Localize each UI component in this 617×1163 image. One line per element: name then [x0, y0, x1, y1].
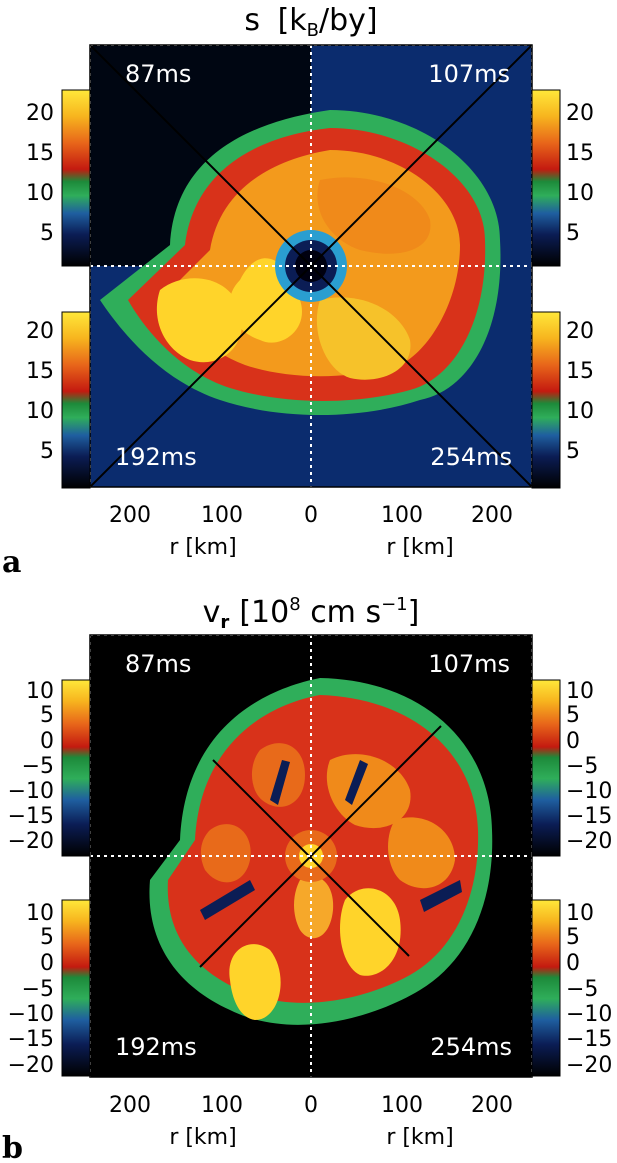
- colorbar-b-top-right: 10 5 0 −5 −10 −15 −20: [531, 679, 612, 857]
- time-label-192ms: 192ms: [115, 443, 197, 471]
- svg-text:15: 15: [566, 359, 594, 384]
- panel-b-image: [90, 635, 532, 1077]
- panel-a: s [kB/by] 87ms: [2, 3, 594, 580]
- svg-text:−15: −15: [8, 804, 54, 829]
- panel-label-a: a: [2, 545, 21, 580]
- time-label-107ms: 107ms: [428, 60, 510, 88]
- svg-text:200: 200: [471, 1093, 513, 1118]
- time-label-87ms: 87ms: [125, 60, 191, 88]
- colorbar-b-bottom-right: 10 5 0 −5 −10 −15 −20: [531, 899, 612, 1078]
- svg-text:10: 10: [566, 901, 594, 926]
- svg-text:10: 10: [26, 679, 54, 704]
- svg-text:5: 5: [566, 925, 580, 950]
- svg-text:0: 0: [40, 729, 54, 754]
- time-label-254ms: 254ms: [430, 443, 512, 471]
- svg-text:10: 10: [26, 181, 54, 206]
- panel-a-title: s [kB/by]: [244, 3, 377, 41]
- panel-b: vr [108 cm s−1]: [2, 594, 612, 1163]
- svg-text:10: 10: [26, 399, 54, 424]
- svg-text:5: 5: [566, 703, 580, 728]
- x-label-left-b: r [km]: [169, 1125, 236, 1150]
- svg-text:100: 100: [201, 503, 243, 528]
- svg-text:−20: −20: [566, 829, 612, 854]
- colorbar-a-top-right: 20 15 10 5: [531, 89, 594, 267]
- time-label-254ms-b: 254ms: [430, 1033, 512, 1061]
- svg-text:−10: −10: [8, 779, 54, 804]
- svg-text:100: 100: [381, 503, 423, 528]
- svg-text:5: 5: [40, 703, 54, 728]
- svg-text:−10: −10: [8, 1002, 54, 1027]
- svg-text:0: 0: [40, 951, 54, 976]
- svg-text:10: 10: [26, 901, 54, 926]
- svg-text:0: 0: [566, 951, 580, 976]
- colorbar-b-top-left: 10 5 0 −5 −10 −15 −20: [8, 679, 91, 857]
- svg-text:−5: −5: [22, 977, 54, 1002]
- svg-text:15: 15: [26, 359, 54, 384]
- x-label-left: r [km]: [169, 535, 236, 560]
- x-axis-a: 200 100 0 100 200 r [km] r [km]: [109, 503, 513, 560]
- panel-a-image: [90, 45, 532, 487]
- svg-text:0: 0: [304, 503, 318, 528]
- svg-text:200: 200: [109, 1093, 151, 1118]
- svg-text:200: 200: [471, 503, 513, 528]
- time-label-87ms-b: 87ms: [125, 650, 191, 678]
- svg-text:100: 100: [201, 1093, 243, 1118]
- colorbar-a-bottom-right: 20 15 10 5: [531, 311, 594, 489]
- svg-text:5: 5: [566, 221, 580, 246]
- svg-text:−5: −5: [566, 754, 598, 779]
- panel-b-title: vr [108 cm s−1]: [203, 594, 420, 633]
- svg-text:−15: −15: [8, 1027, 54, 1052]
- svg-text:20: 20: [26, 101, 54, 126]
- svg-text:10: 10: [566, 679, 594, 704]
- svg-text:10: 10: [566, 399, 594, 424]
- svg-text:−20: −20: [8, 1053, 54, 1078]
- x-label-right-b: r [km]: [386, 1125, 453, 1150]
- svg-text:15: 15: [26, 141, 54, 166]
- x-label-right: r [km]: [386, 535, 453, 560]
- svg-text:10: 10: [566, 181, 594, 206]
- svg-text:−20: −20: [8, 829, 54, 854]
- svg-text:−5: −5: [566, 977, 598, 1002]
- svg-text:0: 0: [304, 1093, 318, 1118]
- colorbar-a-bottom-left: 20 15 10 5: [26, 311, 91, 489]
- svg-text:20: 20: [26, 319, 54, 344]
- svg-text:20: 20: [566, 101, 594, 126]
- svg-text:−15: −15: [566, 1027, 612, 1052]
- svg-text:100: 100: [381, 1093, 423, 1118]
- svg-text:−10: −10: [566, 779, 612, 804]
- time-label-107ms-b: 107ms: [428, 650, 510, 678]
- svg-text:15: 15: [566, 141, 594, 166]
- svg-text:20: 20: [566, 319, 594, 344]
- colorbar-a-top-left: 20 15 10 5: [26, 89, 91, 267]
- svg-text:−20: −20: [566, 1053, 612, 1078]
- svg-text:−10: −10: [566, 1002, 612, 1027]
- panel-label-b: b: [2, 1131, 23, 1163]
- time-label-192ms-b: 192ms: [115, 1033, 197, 1061]
- colorbar-b-bottom-left: 10 5 0 −5 −10 −15 −20: [8, 899, 91, 1078]
- svg-text:5: 5: [566, 439, 580, 464]
- svg-text:−15: −15: [566, 804, 612, 829]
- svg-text:5: 5: [40, 925, 54, 950]
- svg-text:200: 200: [109, 503, 151, 528]
- svg-text:0: 0: [566, 729, 580, 754]
- x-axis-b: 200 100 0 100 200 r [km] r [km]: [109, 1093, 513, 1150]
- svg-text:5: 5: [40, 221, 54, 246]
- svg-text:5: 5: [40, 439, 54, 464]
- svg-text:−5: −5: [22, 754, 54, 779]
